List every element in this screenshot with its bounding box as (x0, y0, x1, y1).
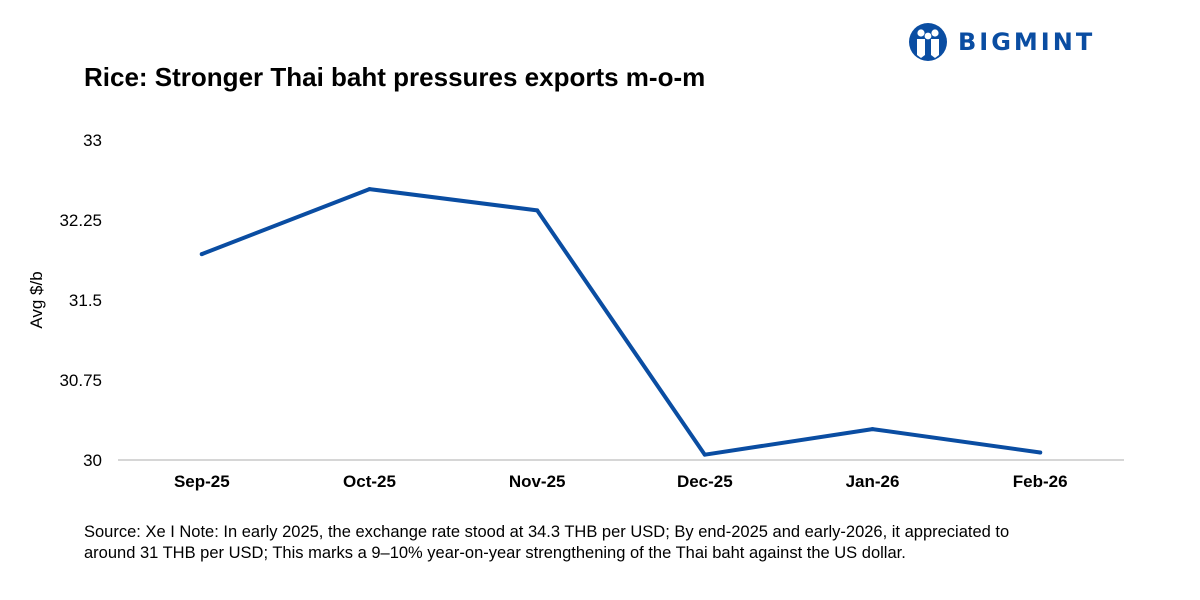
x-tick-label: Dec-25 (677, 472, 733, 491)
brand-logo: BIGMINT (908, 20, 1095, 64)
series-line (199, 187, 1043, 457)
data-point (367, 187, 372, 192)
x-tick-label: Sep-25 (174, 472, 230, 491)
brand-name: BIGMINT (958, 28, 1096, 56)
y-axis-ticks: 30 30.75 31.5 32.25 33 (59, 131, 102, 470)
data-point (1038, 450, 1043, 455)
data-point (870, 427, 875, 432)
data-point (199, 252, 204, 257)
chart-footnote: Source: Xe I Note: In early 2025, the ex… (84, 523, 1010, 562)
series-group (199, 187, 1043, 457)
x-tick-label: Feb-26 (1013, 472, 1068, 491)
bigmint-people-logo-icon (909, 23, 947, 61)
x-axis-ticks: Sep-25 Oct-25 Nov-25 Dec-25 Jan-26 Feb-26 (174, 472, 1068, 491)
y-axis-title: Avg $/b (27, 271, 46, 328)
x-tick-label: Jan-26 (846, 472, 900, 491)
x-tick-label: Oct-25 (343, 472, 396, 491)
data-point (702, 452, 707, 457)
chart-title: Rice: Stronger Thai baht pressures expor… (84, 62, 706, 92)
y-tick-label: 30 (83, 451, 102, 470)
x-tick-label: Nov-25 (509, 472, 566, 491)
data-point (535, 208, 540, 213)
y-tick-label: 32.25 (59, 211, 102, 230)
y-tick-label: 30.75 (59, 371, 102, 390)
y-tick-label: 33 (83, 131, 102, 150)
y-tick-label: 31.5 (69, 291, 102, 310)
